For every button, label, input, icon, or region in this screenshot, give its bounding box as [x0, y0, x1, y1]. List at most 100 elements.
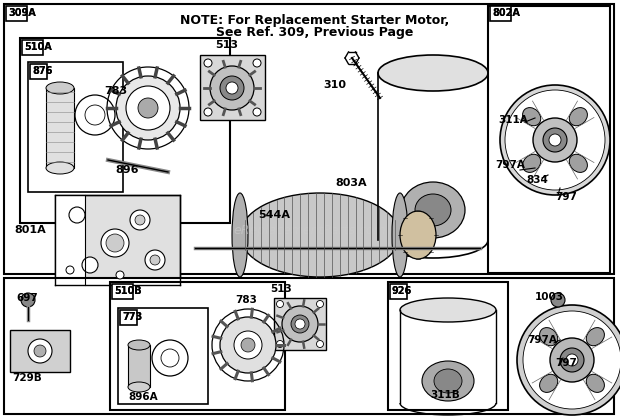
- Text: 801A: 801A: [14, 225, 46, 235]
- Ellipse shape: [392, 193, 408, 277]
- Text: 803A: 803A: [335, 178, 366, 188]
- Text: 513: 513: [270, 284, 292, 294]
- Ellipse shape: [240, 193, 400, 277]
- Ellipse shape: [150, 255, 160, 265]
- Ellipse shape: [128, 382, 150, 392]
- Ellipse shape: [116, 271, 124, 279]
- Ellipse shape: [106, 234, 124, 252]
- Text: NOTE: For Replacement Starter Motor,: NOTE: For Replacement Starter Motor,: [180, 14, 450, 27]
- Ellipse shape: [210, 66, 254, 110]
- Bar: [200, 55, 265, 120]
- Ellipse shape: [204, 59, 212, 67]
- Ellipse shape: [85, 105, 105, 125]
- Ellipse shape: [116, 76, 180, 140]
- Text: 309A: 309A: [8, 8, 36, 18]
- Ellipse shape: [500, 85, 610, 195]
- Ellipse shape: [277, 300, 283, 308]
- Text: 783: 783: [104, 86, 127, 96]
- Bar: [4, 278, 614, 414]
- Text: 896: 896: [115, 165, 138, 175]
- Ellipse shape: [152, 340, 188, 376]
- Ellipse shape: [517, 305, 620, 415]
- Bar: [118, 308, 208, 404]
- Text: 896A: 896A: [128, 392, 157, 402]
- Ellipse shape: [523, 108, 541, 126]
- Text: 1003: 1003: [535, 292, 564, 302]
- Text: 797A: 797A: [495, 160, 525, 170]
- Text: 876: 876: [32, 66, 52, 76]
- Ellipse shape: [232, 193, 248, 277]
- Bar: [30, 64, 47, 79]
- Ellipse shape: [550, 338, 594, 382]
- Text: 802A: 802A: [492, 8, 520, 18]
- Bar: [4, 4, 614, 274]
- Ellipse shape: [566, 354, 578, 366]
- Bar: [10, 330, 70, 372]
- Bar: [388, 282, 508, 410]
- Ellipse shape: [569, 108, 587, 126]
- Ellipse shape: [523, 154, 541, 172]
- Ellipse shape: [551, 293, 565, 307]
- Ellipse shape: [560, 348, 584, 372]
- Text: 797: 797: [555, 358, 577, 368]
- Bar: [112, 284, 133, 299]
- Text: 926: 926: [392, 286, 412, 296]
- Bar: [110, 282, 285, 410]
- Ellipse shape: [539, 374, 558, 392]
- Text: 309A: 309A: [8, 8, 36, 18]
- Ellipse shape: [291, 315, 309, 333]
- Bar: [490, 6, 511, 21]
- Ellipse shape: [378, 55, 488, 91]
- Text: 783: 783: [235, 295, 257, 305]
- Ellipse shape: [253, 108, 261, 116]
- Text: 773: 773: [122, 312, 142, 322]
- Ellipse shape: [82, 257, 98, 273]
- Ellipse shape: [130, 210, 150, 230]
- Ellipse shape: [434, 369, 462, 393]
- Ellipse shape: [539, 328, 558, 346]
- Ellipse shape: [234, 331, 262, 359]
- Ellipse shape: [46, 162, 74, 174]
- Text: 802A: 802A: [492, 8, 520, 18]
- Bar: [28, 62, 123, 192]
- Ellipse shape: [138, 98, 158, 118]
- Ellipse shape: [277, 341, 283, 347]
- Text: 926: 926: [392, 286, 412, 296]
- Bar: [20, 38, 230, 223]
- Ellipse shape: [400, 298, 496, 322]
- Text: 311B: 311B: [430, 390, 460, 400]
- Bar: [128, 345, 150, 387]
- Text: eReplacementParts.com: eReplacementParts.com: [234, 223, 386, 236]
- Ellipse shape: [549, 134, 561, 146]
- Text: 797A: 797A: [527, 335, 557, 345]
- Text: 834: 834: [526, 175, 548, 185]
- Ellipse shape: [145, 250, 165, 270]
- Ellipse shape: [295, 319, 305, 329]
- Ellipse shape: [220, 317, 276, 373]
- Ellipse shape: [400, 211, 436, 259]
- Ellipse shape: [226, 82, 238, 94]
- Text: 510A: 510A: [24, 42, 51, 52]
- Bar: [6, 6, 27, 21]
- Text: 311A: 311A: [498, 115, 528, 125]
- Bar: [488, 6, 610, 273]
- Ellipse shape: [204, 108, 212, 116]
- Bar: [55, 195, 180, 285]
- Bar: [120, 310, 137, 325]
- Ellipse shape: [523, 311, 620, 409]
- Ellipse shape: [101, 229, 129, 257]
- Ellipse shape: [161, 349, 179, 367]
- Bar: [274, 298, 326, 350]
- Text: 510B: 510B: [114, 286, 141, 296]
- Ellipse shape: [241, 338, 255, 352]
- Bar: [390, 284, 407, 299]
- Ellipse shape: [569, 154, 587, 172]
- Text: 773: 773: [122, 312, 142, 322]
- Ellipse shape: [126, 86, 170, 130]
- Ellipse shape: [28, 339, 52, 363]
- Ellipse shape: [135, 215, 145, 225]
- Text: 697: 697: [16, 293, 38, 303]
- Ellipse shape: [66, 266, 74, 274]
- Ellipse shape: [415, 194, 451, 226]
- Ellipse shape: [282, 306, 318, 342]
